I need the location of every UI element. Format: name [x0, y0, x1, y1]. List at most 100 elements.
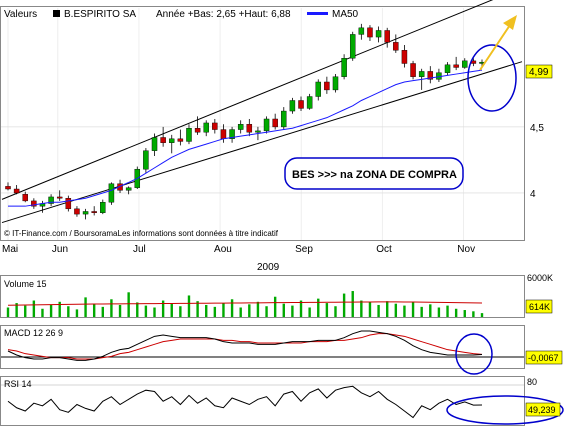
volume-bar: [308, 307, 311, 317]
volume-bar: [360, 300, 363, 317]
candle-body: [169, 138, 175, 143]
volume-bar: [153, 307, 156, 317]
volume-bar: [291, 305, 294, 317]
candle-body: [246, 124, 253, 133]
candle-body: [255, 130, 261, 133]
volume-bar: [24, 305, 27, 317]
candle-body: [108, 183, 115, 203]
main-grid: [1, 8, 524, 240]
candle-body: [220, 129, 227, 139]
candle-body: [324, 81, 330, 91]
volume-bar: [368, 302, 372, 317]
rsi-title: RSI 14: [4, 379, 32, 389]
volume-bar: [437, 307, 441, 317]
ma50-legend-swatch: [307, 12, 328, 15]
volume-bar: [49, 304, 53, 317]
volume-bar: [170, 303, 173, 317]
volume-bar: [317, 298, 320, 317]
volume-bar: [472, 311, 475, 317]
header-left-label: Valeurs: [4, 9, 37, 20]
volume-bar: [351, 291, 354, 317]
rsi-last-tag: [525, 402, 561, 417]
main-x-axis-labels: Mai Jun Jul Aou Sep Oct Nov: [2, 244, 475, 255]
volume-bar: [273, 296, 277, 317]
macd-signal-line: [7, 333, 483, 360]
candle-body: [100, 202, 106, 213]
volume-bar: [394, 303, 398, 317]
volume-bar: [325, 303, 329, 317]
main-y-axis-labels: 44,5: [530, 123, 544, 200]
volume-bar: [454, 308, 458, 317]
volume-bar: [101, 306, 104, 317]
main-y-tick-label: 4: [530, 189, 536, 200]
candle-body: [401, 50, 408, 64]
volume-panel-frame: [0, 275, 525, 318]
candle-body: [427, 71, 434, 80]
volume-bar: [299, 300, 303, 317]
volume-bar: [118, 304, 122, 317]
candle-body: [281, 110, 287, 128]
main-x-tick-label: Nov: [457, 244, 475, 255]
volume-average-line: [7, 301, 483, 306]
volume-bar: [403, 305, 406, 317]
highlight-circle-rsi: [446, 395, 564, 425]
volume-bar: [67, 306, 70, 317]
candle-body: [375, 30, 382, 38]
year-stats: Année +Bas: 2,65 +Haut: 6,88: [156, 9, 291, 20]
volume-bar: [179, 306, 182, 317]
candle-body: [31, 200, 37, 207]
candle-body: [462, 60, 468, 68]
volume-bar: [127, 292, 130, 317]
candle-body: [48, 196, 54, 204]
candle-body: [143, 150, 149, 170]
volume-bar: [84, 297, 87, 317]
volume-bar: [265, 306, 268, 317]
main-panel-frame: [0, 6, 525, 241]
volume-bar: [334, 306, 337, 317]
volume-bar: [256, 301, 260, 317]
candle-body: [212, 122, 218, 130]
volume-bar: [136, 302, 139, 317]
volume-bar: [239, 307, 242, 317]
volume-bar: [342, 293, 346, 317]
candle-body: [315, 81, 321, 97]
macd-last-value: -0,0067: [528, 353, 559, 363]
main-x-tick-label: Jul: [133, 244, 146, 255]
buy-zone-box: [284, 157, 464, 190]
candle-body: [444, 64, 451, 73]
highlight-circle-macd: [455, 333, 493, 375]
volume-title: Volume 15: [4, 279, 47, 289]
candle-body: [194, 128, 201, 133]
candle-body: [306, 96, 313, 109]
volume-bar: [205, 304, 208, 317]
candle-body: [203, 122, 209, 133]
channel-line: [1, 61, 523, 224]
year-label: 2009: [257, 262, 280, 273]
volume-bar: [463, 310, 466, 317]
main-x-tick-label: Aou: [214, 244, 232, 255]
candle-body: [393, 42, 399, 51]
candle-body: [384, 30, 390, 43]
candle-body: [91, 211, 97, 213]
rsi-last-value: 49,239: [528, 405, 556, 415]
candle-body: [367, 27, 373, 38]
candle-body: [56, 196, 63, 199]
candles-group: [5, 23, 485, 220]
main-x-tick-label: Sep: [295, 244, 313, 255]
candle-body: [453, 64, 459, 68]
candle-body: [186, 128, 192, 142]
candle-body: [332, 76, 339, 91]
candle-body: [410, 63, 416, 77]
candle-body: [418, 71, 425, 77]
volume-bar: [58, 301, 61, 317]
volume-last-value: 614K: [529, 302, 550, 312]
macd-line: [7, 330, 483, 361]
volume-bar: [480, 313, 484, 317]
series-legend-swatch: [53, 10, 60, 17]
volume-bar: [420, 306, 423, 317]
candle-body: [160, 137, 166, 143]
main-y-tick-label: 4,5: [530, 123, 544, 134]
candle-body: [298, 100, 304, 109]
